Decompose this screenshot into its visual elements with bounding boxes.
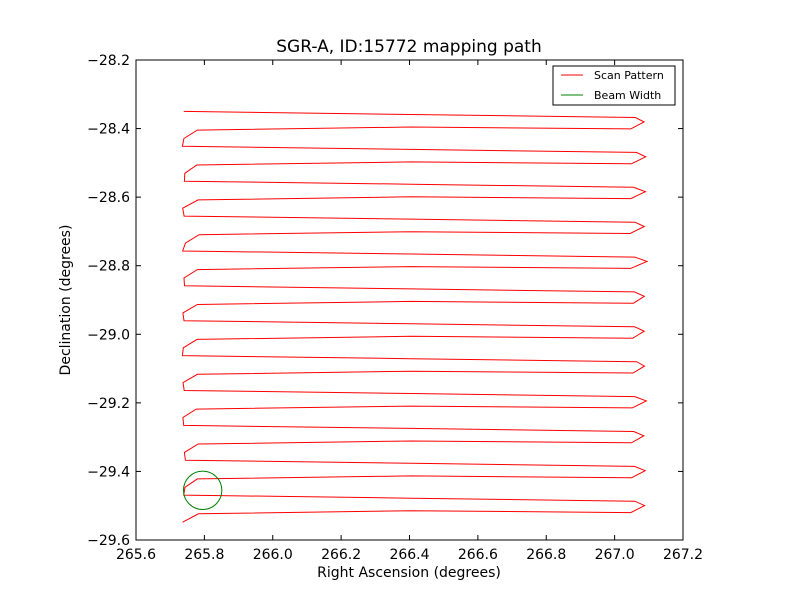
x-tick-label: 267.0 — [595, 547, 635, 563]
x-tick-label: 267.2 — [663, 547, 703, 563]
x-tick-label: 265.6 — [116, 547, 156, 563]
y-tick-label: −28.8 — [87, 259, 130, 275]
y-tick-label: −28.2 — [87, 53, 130, 69]
x-tick-label: 265.8 — [184, 547, 224, 563]
y-tick-label: −28.4 — [87, 122, 130, 138]
legend-box — [552, 65, 676, 106]
y-tick-label: −29.6 — [87, 533, 130, 549]
x-axis-label: Right Ascension (degrees) — [317, 565, 501, 581]
legend-label-scan-pattern: Scan Pattern — [594, 69, 664, 82]
x-axis-ticks: 265.6 265.8 266.0 266.2 266.4 266.6 266.8 267.0… — [116, 60, 703, 563]
scan-pattern-series — [181, 110, 649, 523]
y-tick-label: −29.0 — [87, 327, 130, 343]
y-tick-label: −29.4 — [87, 464, 130, 480]
y-axis-ticks: −28.2 −28.4 −28.6 −28.8 −29.0 −29.2 −29.4 −29.6 — [87, 53, 683, 549]
x-tick-label: 266.4 — [389, 547, 429, 563]
beam-width-circle — [182, 470, 223, 510]
x-tick-label: 266.2 — [321, 547, 361, 563]
legend-label-beam-width: Beam Width — [594, 89, 661, 102]
x-tick-label: 266.8 — [526, 547, 566, 563]
y-tick-label: −28.6 — [87, 190, 130, 206]
chart-title: SGR-A, ID:15772 mapping path — [276, 37, 542, 57]
x-tick-label: 266.6 — [458, 547, 498, 563]
x-tick-label: 266.0 — [253, 547, 293, 563]
legend: Scan Pattern Beam Width — [552, 65, 676, 106]
scan-pattern-line — [181, 110, 649, 523]
y-tick-label: −29.2 — [87, 396, 130, 412]
y-axis-label: Declination (degrees) — [58, 225, 74, 376]
beam-width-series — [182, 470, 223, 510]
